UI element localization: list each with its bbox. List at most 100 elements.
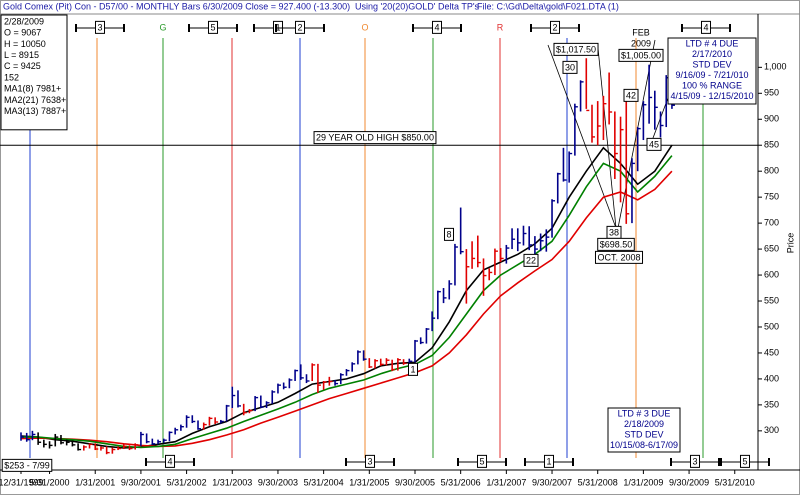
x-tick-label: 9/30/2009 bbox=[669, 477, 709, 487]
ltd-text: 10/15/08-6/17/09 bbox=[610, 440, 678, 450]
cycle-top: 5 bbox=[210, 22, 215, 32]
y-tick-label: 400 bbox=[764, 373, 779, 383]
annotation: 8 bbox=[446, 229, 451, 239]
x-tick-label: 5/31/2000 bbox=[30, 477, 70, 487]
header: Gold Comex (Pit) Con - D57/00 - MONTHLY … bbox=[3, 1, 619, 11]
cycle-top: 1 bbox=[275, 22, 280, 32]
info-line: MA1(8) 7981+ bbox=[4, 84, 61, 94]
annotation-box bbox=[597, 237, 635, 251]
ltd-text: 9/16/09 - 7/21/010 bbox=[675, 70, 748, 80]
info-line: MA2(21) 7638+ bbox=[4, 95, 66, 105]
y-tick-label: 750 bbox=[764, 192, 779, 202]
x-tick-label: 1/31/2005 bbox=[349, 477, 389, 487]
y-tick-label: 550 bbox=[764, 295, 779, 305]
info-line: L = 8915 bbox=[4, 50, 39, 60]
annotation: $698.50 bbox=[600, 239, 633, 249]
cycle-bottom-box bbox=[364, 454, 376, 468]
y-tick-label: 650 bbox=[764, 243, 779, 253]
ltd-box bbox=[667, 37, 757, 105]
info-box bbox=[0, 14, 68, 131]
x-tick-label: 5/31/2008 bbox=[578, 477, 618, 487]
fan-line bbox=[597, 47, 617, 229]
ltd-text: 4/15/09 - 12/15/2010 bbox=[670, 91, 753, 101]
cycle-bottom: 5 bbox=[742, 456, 747, 466]
annotation-box bbox=[562, 60, 578, 74]
annotation-box bbox=[553, 42, 599, 56]
ltd-text: 100 % RANGE bbox=[682, 80, 742, 90]
annotation: $1,017.50 bbox=[556, 44, 596, 54]
reference-label: 29 YEAR OLD HIGH $850.00 bbox=[316, 133, 434, 143]
cycle-top-box bbox=[700, 20, 712, 34]
x-tick-label: 1/31/2009 bbox=[623, 477, 663, 487]
info-line: 152 bbox=[4, 72, 19, 82]
x-tick-label: 5/31/2002 bbox=[167, 477, 207, 487]
y-tick-label: 800 bbox=[764, 166, 779, 176]
x-tick-label: 5/31/2006 bbox=[441, 477, 481, 487]
cycle-bottom: 3 bbox=[367, 456, 372, 466]
cycle-top-box bbox=[272, 20, 284, 34]
annotation: 30 bbox=[565, 62, 575, 72]
annotation: FEB bbox=[632, 27, 650, 37]
y-tick-label: 850 bbox=[764, 140, 779, 150]
info-line: H = 10050 bbox=[4, 39, 46, 49]
cycle-top: 3 bbox=[97, 22, 102, 32]
y-tick-label: 950 bbox=[764, 88, 779, 98]
ltd-text: LTD # 4 DUE bbox=[686, 38, 739, 48]
annotation: $1,005.00 bbox=[621, 50, 661, 60]
cycle-bottom: 3 bbox=[692, 456, 697, 466]
ltd-box bbox=[607, 407, 681, 453]
cycle-bottom-box bbox=[739, 454, 751, 468]
ltd-text: LTD # 3 DUE bbox=[618, 408, 671, 418]
ltd-text: 2/18/2009 bbox=[624, 419, 664, 429]
ltd-text: STD DEV bbox=[624, 429, 663, 439]
header-file: File: C:\Gd\Delta\gold\F021.DTA (1) bbox=[477, 1, 619, 11]
annotation-box bbox=[523, 253, 539, 267]
annotation: OCT. 2008 bbox=[597, 252, 640, 262]
cycle-letter: R bbox=[497, 22, 504, 32]
info-line: MA3(13) 7887+ bbox=[4, 106, 66, 116]
cycle-top-box bbox=[294, 20, 306, 34]
cycle-bottom-box bbox=[164, 454, 176, 468]
annotation: 2009 bbox=[631, 38, 651, 48]
cycle-top-box bbox=[94, 20, 106, 34]
annotation-box bbox=[618, 48, 664, 62]
info-line: C = 9425 bbox=[4, 61, 41, 71]
y-tick-label: 450 bbox=[764, 347, 779, 357]
cycle-top-box bbox=[431, 20, 443, 34]
annotation: 1 bbox=[410, 364, 415, 374]
x-tick-label: 9/30/2001 bbox=[121, 477, 161, 487]
annotation-box bbox=[1, 458, 53, 472]
y-tick-label: 600 bbox=[764, 269, 779, 279]
ltd-text: STD DEV bbox=[692, 59, 731, 69]
cycle-top-box bbox=[549, 20, 561, 34]
cycle-bottom-box bbox=[689, 454, 701, 468]
annotation-box bbox=[407, 362, 419, 376]
cycle-top: 2 bbox=[552, 22, 557, 32]
x-tick-label: 5/31/2004 bbox=[304, 477, 344, 487]
y-tick-label: 900 bbox=[764, 114, 779, 124]
cycle-letter: G bbox=[159, 22, 166, 32]
cycle-top-box bbox=[207, 20, 219, 34]
annotation: 45 bbox=[649, 139, 659, 149]
annotation: $253 - 7/99 bbox=[4, 460, 50, 470]
info-line: O = 9067 bbox=[4, 28, 41, 38]
annotation-box bbox=[443, 227, 455, 241]
annotation-box bbox=[646, 137, 662, 151]
ltd-text: 2/17/2010 bbox=[692, 49, 732, 59]
y-axis-label: Price bbox=[785, 233, 795, 254]
cycle-bottom-box bbox=[543, 454, 555, 468]
moving-average bbox=[20, 170, 673, 448]
y-tick-label: 300 bbox=[764, 425, 779, 435]
x-tick-label: 5/31/2010 bbox=[715, 477, 755, 487]
x-tick-label: 9/30/2007 bbox=[532, 477, 572, 487]
annotation-box bbox=[623, 88, 639, 102]
info-line: 2/28/2009 bbox=[4, 16, 44, 26]
reference-label-box bbox=[313, 131, 437, 145]
y-tick-label: 700 bbox=[764, 217, 779, 227]
cycle-letter: O bbox=[361, 22, 368, 32]
cycle-bottom: 5 bbox=[479, 456, 484, 466]
header-using: Using '20(20)GOLD' Delta TP's bbox=[355, 1, 480, 11]
header-symbol: Gold Comex (Pit) Con - D57/00 - MONTHLY … bbox=[3, 1, 350, 11]
y-tick-label: 500 bbox=[764, 321, 779, 331]
